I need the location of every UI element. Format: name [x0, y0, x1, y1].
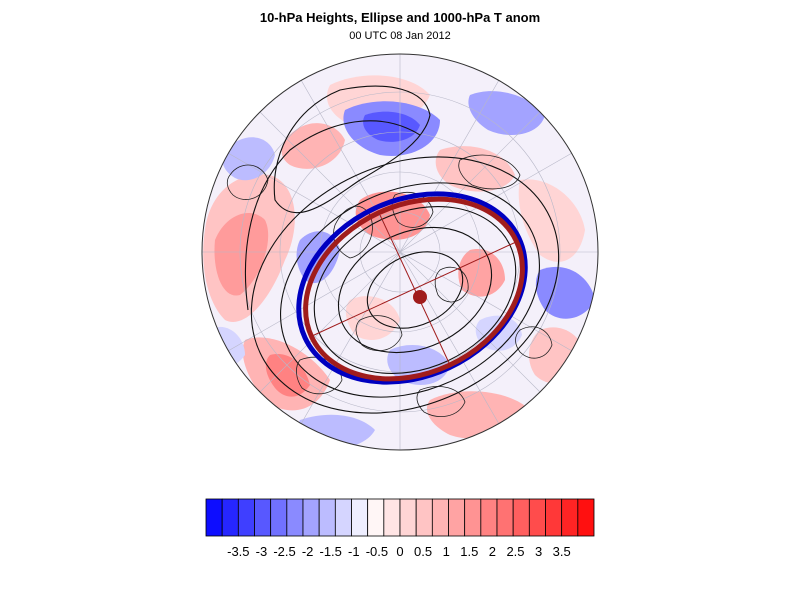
colorbar-box [431, 498, 449, 537]
colorbar-tick-label: 1 [443, 544, 450, 559]
map-subtitle: 00 UTC 08 Jan 2012 [349, 30, 451, 42]
fitted-ellipse [303, 196, 525, 382]
colorbar-tick-label: -2 [302, 544, 314, 559]
colorbar-tick-label: 3.5 [553, 544, 571, 559]
vortex-center-marker [413, 290, 427, 304]
colorbar-tick-label: 3 [535, 544, 542, 559]
colorbar-tick-label: 0 [396, 544, 403, 559]
colorbar-box [512, 498, 530, 537]
colorbar-tick-label: 0.5 [414, 544, 432, 559]
globe-outline [201, 53, 599, 451]
ellipse-axes [311, 214, 517, 366]
colorbar-box [254, 498, 272, 537]
colorbar-box [415, 498, 433, 537]
colorbar-box [302, 498, 320, 537]
colorbar-tick-label: 1.5 [460, 544, 478, 559]
colorbar-box [399, 498, 417, 537]
colorbar-box [334, 498, 352, 537]
colorbar-box [205, 498, 223, 537]
colorbar-box [561, 498, 579, 537]
colorbar-box [286, 498, 304, 537]
colorbar-box [480, 498, 498, 537]
colorbar-tick-label: -3 [256, 544, 268, 559]
height-contours [244, 85, 560, 414]
colorbar-tick-label: -1 [348, 544, 360, 559]
colorbar-box [577, 498, 595, 537]
colorbar-box [545, 498, 563, 537]
colorbar-tick-label: -1.5 [320, 544, 342, 559]
colorbar-box [318, 498, 336, 537]
colorbar-box [383, 498, 401, 537]
colorbar-box [237, 498, 255, 537]
colorbar-box [270, 498, 288, 537]
colorbar-box [351, 498, 369, 537]
map-title: 10-hPa Heights, Ellipse and 1000-hPa T a… [259, 10, 541, 25]
colorbar-box [496, 498, 514, 537]
colorbar-tick-label: -3.5 [227, 544, 249, 559]
colorbar-box [367, 498, 385, 537]
colorbar-box [221, 498, 239, 537]
colorbar-tick-label: 2 [489, 544, 496, 559]
colorbar-box [464, 498, 482, 537]
colorbar-box [448, 498, 466, 537]
colorbar-tick-label: -2.5 [273, 544, 295, 559]
colorbar-tick-label: -0.5 [366, 544, 388, 559]
colorbar-box [528, 498, 546, 537]
polar-map [201, 53, 599, 451]
colorbar-tick-label: 2.5 [506, 544, 524, 559]
